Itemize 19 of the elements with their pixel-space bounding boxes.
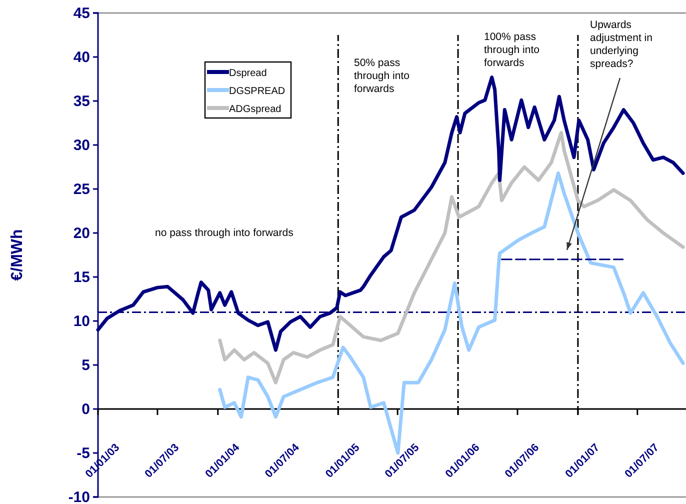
- annotation: 50% pass through into forwards: [354, 57, 410, 95]
- legend-label: ADGspread: [229, 104, 282, 115]
- legend-label: Dspread: [229, 68, 267, 79]
- annotation: 100% pass through into forwards: [484, 31, 540, 69]
- y-tick-label: 20: [73, 224, 90, 242]
- y-tick-label: 0: [82, 400, 90, 418]
- annotation: Upwards adjustment in underlying spreads?: [590, 19, 653, 70]
- y-tick-label: 5: [82, 356, 90, 374]
- y-axis-title: €/MWh: [9, 229, 26, 281]
- y-tick-label: 30: [73, 136, 90, 154]
- y-tick-label: 25: [73, 180, 90, 198]
- legend-label: DGSPREAD: [229, 86, 286, 97]
- y-tick-label: 15: [73, 268, 90, 286]
- y-tick-label: 45: [73, 4, 90, 22]
- y-tick-label: 35: [73, 92, 90, 110]
- y-tick-label: 40: [73, 48, 90, 66]
- y-tick-label: 10: [73, 312, 90, 330]
- y-tick-label: -10: [68, 488, 90, 504]
- annotation: no pass through into forwards: [155, 227, 294, 239]
